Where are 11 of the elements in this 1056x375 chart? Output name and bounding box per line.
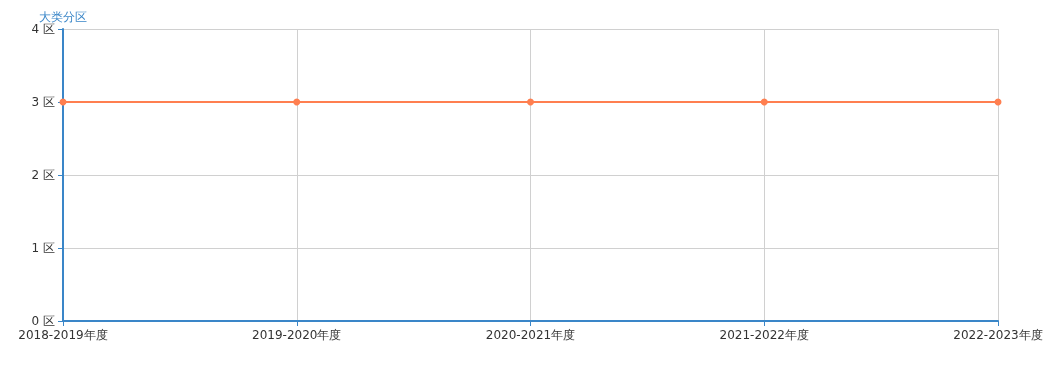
y-axis-title: 大类分区 (39, 10, 87, 24)
x-tick-label: 2018-2019年度 (18, 328, 108, 342)
y-tick-label: 2 区 (31, 168, 55, 182)
x-tick-label: 2020-2021年度 (485, 328, 576, 342)
y-tick-label: 4 区 (31, 22, 55, 36)
y-tick-label: 0 区 (31, 314, 55, 328)
y-tick-label: 1 区 (31, 241, 55, 255)
x-tick-label: 2022-2023年度 (953, 328, 1043, 342)
y-tick-label: 3 区 (31, 95, 55, 109)
x-tick-label: 2019-2020年度 (252, 328, 342, 342)
x-tick-label: 2021-2022年度 (719, 328, 809, 342)
